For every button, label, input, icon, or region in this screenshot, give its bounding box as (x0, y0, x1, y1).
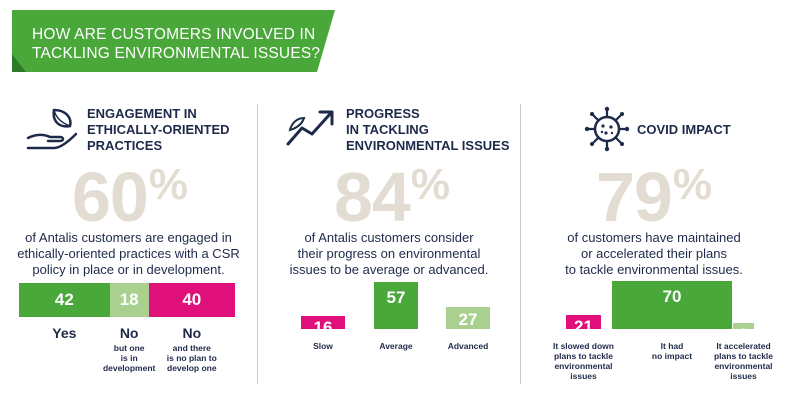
title-banner: HOW ARE CUSTOMERS INVOLVED IN TACKLING E… (12, 10, 335, 72)
engagement-big-value: 60 (72, 158, 149, 236)
engagement-category-label: Yes (52, 325, 77, 341)
covid-bar-value: 70 (662, 287, 682, 306)
covid-description-line: or accelerated their plans (581, 246, 727, 261)
covid-big-percent: 79% (596, 160, 712, 232)
covid-category-label: It had (660, 341, 684, 351)
covid-title: COVID IMPACT (637, 122, 731, 138)
virus-icon (584, 106, 630, 152)
engagement-big-percent: 60% (72, 160, 188, 232)
progress-big-unit: % (410, 160, 450, 209)
engagement-description-line: of Antalis customers are engaged in (25, 230, 232, 245)
engagement-title-line: ENGAGEMENT IN (87, 106, 197, 121)
progress-bar: 16 (301, 315, 345, 337)
covid-category-label: issues (570, 371, 597, 381)
covid-big-unit: % (672, 160, 712, 209)
engagement-description-line: ethically-oriented practices with a CSR (17, 246, 240, 261)
covid-bar: 9 (733, 322, 754, 344)
covid-title-line: COVID IMPACT (637, 122, 731, 137)
engagement-description: of Antalis customers are engaged in ethi… (0, 230, 257, 278)
engagement-bar-segment: 42 (19, 283, 110, 317)
engagement-bar-value: 18 (119, 290, 139, 309)
engagement-bar-value: 40 (182, 290, 202, 309)
engagement-bar-value: 42 (54, 290, 74, 309)
engagement-category-sublabel: is no plan to (166, 353, 217, 363)
progress-category-label: Average (379, 341, 413, 351)
progress-big-percent: 84% (334, 160, 450, 232)
engagement-category-sublabel: is in (120, 353, 138, 363)
engagement-big-unit: % (148, 160, 188, 209)
covid-category-label: It slowed down (553, 341, 614, 351)
banner-shape (12, 10, 335, 72)
progress-bar: 57 (374, 282, 418, 329)
progress-category-label: Slow (313, 341, 333, 351)
covid-description-line: of customers have maintained (567, 230, 741, 245)
covid-bar: 70 (612, 281, 732, 329)
engagement-bar-segment: 18 (109, 283, 149, 317)
progress-title-line: ENVIRONMENTAL ISSUES (346, 138, 510, 153)
engagement-category-sublabel: and there (172, 343, 211, 353)
engagement-category-label: No (182, 325, 202, 341)
covid-description-line: to tackle environmental issues. (565, 262, 743, 277)
progress-bar-value: 16 (313, 317, 333, 337)
covid-description: of customers have maintained or accelera… (521, 230, 787, 278)
progress-title-line: PROGRESS (346, 106, 420, 121)
progress-bar-value: 57 (386, 288, 406, 307)
covid-category-label: plans to tackle (553, 351, 614, 361)
banner-title: HOW ARE CUSTOMERS INVOLVED IN TACKLING E… (32, 25, 320, 63)
progress-bar: 27 (446, 306, 490, 329)
progress-title: PROGRESS IN TACKLING ENVIRONMENTAL ISSUE… (346, 106, 509, 154)
trend-arrow-icon (286, 110, 334, 146)
progress-description: of Antalis customers consider their prog… (258, 230, 520, 278)
engagement-title-line: ETHICALLY-ORIENTED (87, 122, 230, 137)
progress-description-line: their progress on environmental (297, 246, 481, 261)
progress-title-line: IN TACKLING (346, 122, 429, 137)
engagement-title: ENGAGEMENT IN ETHICALLY-ORIENTED PRACTIC… (87, 106, 230, 154)
progress-description-line: of Antalis customers consider (304, 230, 474, 245)
engagement-category-sublabel: develop one (167, 363, 217, 373)
covid-category-label: It accelerated (716, 341, 771, 351)
covid-category-label: environmental (714, 361, 773, 371)
engagement-bar-segment: 40 (148, 283, 235, 317)
covid-big-value: 79 (596, 158, 673, 236)
engagement-category-label: No (119, 325, 139, 341)
column-divider (520, 104, 521, 384)
engagement-category-sublabel: but one (113, 343, 145, 353)
engagement-category-sublabel: development (102, 363, 156, 373)
covid-bar-value: 21 (574, 316, 593, 336)
covid-bar: 21 (566, 314, 601, 336)
banner-title-line1: HOW ARE CUSTOMERS INVOLVED IN (32, 26, 316, 43)
column-divider (257, 104, 258, 384)
progress-bar-value: 27 (458, 309, 478, 329)
leaf-hand-icon (26, 108, 78, 150)
progress-description-line: issues to be average or advanced. (289, 262, 489, 277)
covid-category-label: no impact (651, 351, 693, 361)
engagement-title-line: PRACTICES (87, 138, 163, 153)
covid-bar-value: 9 (738, 324, 749, 344)
covid-category-label: issues (730, 371, 757, 381)
covid-category-label: environmental (554, 361, 613, 371)
covid-category-label: plans to tackle (713, 351, 774, 361)
engagement-description-line: policy in place or in development. (32, 262, 225, 277)
banner-title-line2: TACKLING ENVIRONMENTAL ISSUES? (32, 45, 321, 62)
progress-category-label: Advanced (447, 341, 489, 351)
progress-big-value: 84 (334, 158, 411, 236)
